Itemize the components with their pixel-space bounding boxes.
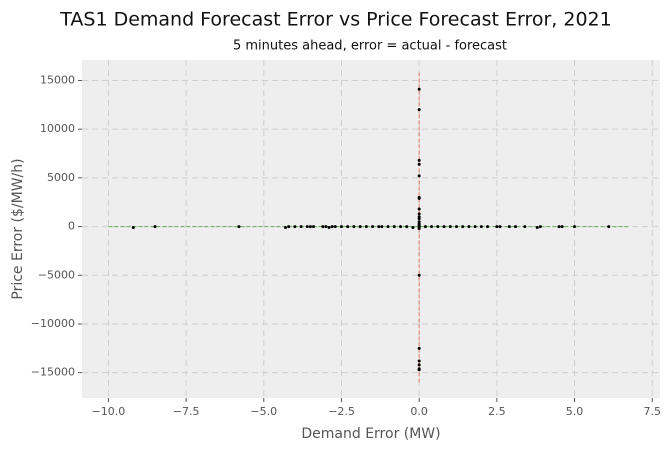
point [486,225,490,229]
point [467,225,471,229]
point [287,225,291,229]
point [557,225,561,229]
point [386,225,390,229]
point [417,162,421,166]
point [442,225,446,229]
point [417,196,421,200]
point [417,207,421,211]
y-tick-label: 15000 [40,73,75,86]
x-tick-label: −7.5 [173,405,200,418]
y-tick-label: 5000 [47,171,75,184]
plot-area [82,60,660,398]
chart-subtitle: 5 minutes ahead, error = actual - foreca… [233,39,507,54]
point [364,225,368,229]
point [346,225,350,229]
point [392,225,396,229]
point [495,225,499,229]
point [479,225,483,229]
point [436,225,440,229]
point [399,225,403,229]
point [417,217,421,221]
point [380,225,384,229]
point [377,225,381,229]
point [417,108,421,112]
point [538,225,542,229]
point [339,225,343,229]
y-axis-label: Price Error ($/MW/h) [10,158,26,299]
point [330,225,334,229]
point [284,226,288,230]
point [312,225,316,229]
x-tick-label: 7.5 [643,405,661,418]
y-tick-label: −10000 [31,317,75,330]
point [535,226,539,230]
x-tick-label: 5.0 [566,405,584,418]
point [305,225,309,229]
point [514,225,517,229]
point [417,212,421,216]
point [417,158,421,162]
x-axis-label: Demand Error (MW) [301,426,440,442]
point [448,225,452,229]
point [417,359,421,363]
x-tick-label: −2.5 [328,405,355,418]
chart-title: TAS1 Demand Forecast Error vs Price Fore… [59,9,611,31]
point [417,227,421,231]
point [371,225,375,229]
point [573,225,577,229]
x-tick-label: −5.0 [250,405,277,418]
point [423,225,427,229]
point [411,226,415,230]
point [607,225,611,229]
point [308,225,312,229]
point [321,225,325,229]
point [498,225,502,229]
point [417,87,421,91]
point [131,226,135,230]
point [507,225,511,229]
x-tick-label: −10.0 [92,405,126,418]
point [417,368,421,372]
point [299,225,303,229]
point [430,225,434,229]
point [454,225,458,229]
x-tick-label: 0.0 [410,405,428,418]
point [405,225,409,229]
x-tick-label: 2.5 [488,405,506,418]
point [417,363,421,367]
point [473,225,477,229]
point [417,346,421,350]
point [237,225,241,229]
point [358,225,362,229]
point [417,174,421,178]
point [560,225,564,229]
point [352,225,356,229]
y-tick-label: 0 [68,220,75,233]
point [523,225,527,229]
point [461,225,465,229]
point [417,273,421,277]
y-tick-label: −5000 [38,268,75,281]
point [327,226,331,230]
point [333,225,337,229]
point [153,225,157,229]
y-tick-label: 10000 [40,122,75,135]
y-tick-label: −15000 [31,366,75,379]
point [324,225,328,229]
point [293,225,297,229]
